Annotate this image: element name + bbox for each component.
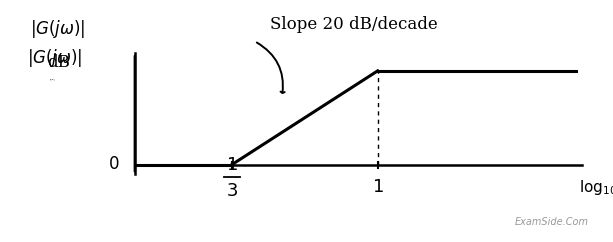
Text: $1$: $1$ [371, 178, 384, 196]
Text: dB: dB [47, 54, 70, 71]
Text: Slope 20 dB/decade: Slope 20 dB/decade [270, 16, 438, 33]
Text: $|G(j\omega)|$: $|G(j\omega)|$ [28, 47, 83, 69]
Text: $|G(j\omega)|$: $|G(j\omega)|$ [31, 18, 86, 40]
Text: $|G(j\omega)|$: $|G(j\omega)|$ [49, 77, 55, 83]
Text: $\log_{10}\,\omega$: $\log_{10}\,\omega$ [579, 178, 613, 197]
Text: $0$: $0$ [108, 156, 120, 173]
Text: $1$: $1$ [226, 156, 238, 174]
Text: ExamSide.Com: ExamSide.Com [514, 218, 588, 227]
Text: $3$: $3$ [226, 182, 238, 199]
